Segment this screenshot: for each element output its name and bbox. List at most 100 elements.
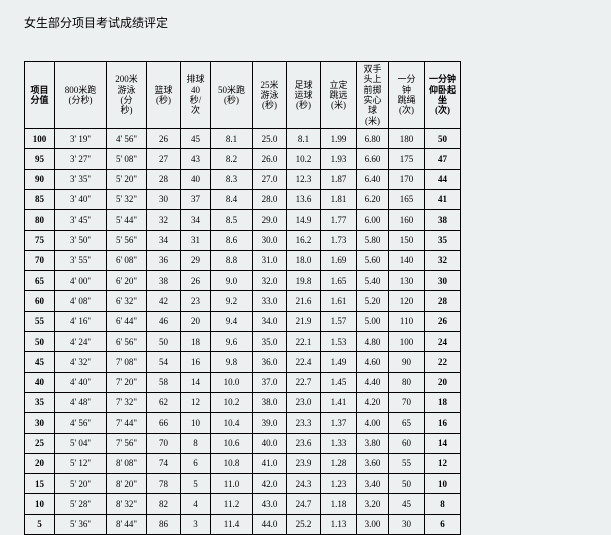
table-cell: 140: [389, 250, 425, 270]
table-cell: 8' 08": [107, 453, 147, 473]
table-cell: 22.1: [287, 332, 321, 352]
table-cell: 95: [25, 149, 55, 169]
table-cell: 5' 56": [107, 230, 147, 250]
score-table: 项目分值800米跑(分秒)200米游泳(分秒)篮球(秒)排球40秒/次50米跑(…: [24, 61, 461, 535]
table-cell: 4: [181, 494, 211, 514]
table-cell: 70: [389, 392, 425, 412]
table-cell: 43: [181, 149, 211, 169]
table-cell: 26: [425, 311, 461, 331]
table-row: 155' 20"8' 20"78511.042.024.31.233.40501…: [25, 474, 461, 494]
table-cell: 22.7: [287, 372, 321, 392]
table-cell: 7' 08": [107, 352, 147, 372]
table-cell: 1.53: [321, 332, 357, 352]
table-cell: 8.8: [211, 250, 253, 270]
table-cell: 10.8: [211, 453, 253, 473]
table-row: 304' 56"7' 44"661010.439.023.31.374.0065…: [25, 413, 461, 433]
table-cell: 21.6: [287, 291, 321, 311]
table-cell: 6' 08": [107, 250, 147, 270]
table-cell: 1.18: [321, 494, 357, 514]
table-cell: 14: [425, 433, 461, 453]
table-cell: 1.73: [321, 230, 357, 250]
col-header: 双手头上前掷实心球(米): [357, 62, 389, 129]
table-cell: 6' 56": [107, 332, 147, 352]
table-cell: 3' 19": [55, 129, 107, 149]
table-cell: 1.65: [321, 271, 357, 291]
table-cell: 8.3: [211, 169, 253, 189]
table-cell: 8' 20": [107, 474, 147, 494]
table-cell: 165: [389, 189, 425, 209]
table-cell: 4' 40": [55, 372, 107, 392]
table-cell: 36.0: [253, 352, 287, 372]
table-cell: 5' 08": [107, 149, 147, 169]
table-cell: 55: [389, 453, 425, 473]
table-cell: 4' 24": [55, 332, 107, 352]
table-cell: 8: [181, 433, 211, 453]
table-cell: 6' 44": [107, 311, 147, 331]
table-cell: 3' 27": [55, 149, 107, 169]
table-cell: 5' 36": [55, 514, 107, 534]
table-cell: 5' 04": [55, 433, 107, 453]
table-cell: 5' 28": [55, 494, 107, 514]
table-cell: 16: [181, 352, 211, 372]
table-cell: 9.0: [211, 271, 253, 291]
table-cell: 130: [389, 271, 425, 291]
table-cell: 6: [181, 453, 211, 473]
table-cell: 14: [181, 372, 211, 392]
table-cell: 44.0: [253, 514, 287, 534]
table-cell: 26.0: [253, 149, 287, 169]
table-cell: 18: [181, 332, 211, 352]
table-cell: 9.6: [211, 332, 253, 352]
table-cell: 8.1: [211, 129, 253, 149]
table-cell: 10: [425, 474, 461, 494]
table-cell: 1.99: [321, 129, 357, 149]
table-cell: 23.3: [287, 413, 321, 433]
table-cell: 38: [147, 271, 181, 291]
col-header: 足球运球(秒): [287, 62, 321, 129]
table-cell: 4.20: [357, 392, 389, 412]
table-row: 105' 28"8' 32"82411.243.024.71.183.20458: [25, 494, 461, 514]
table-cell: 39.0: [253, 413, 287, 433]
table-cell: 9.8: [211, 352, 253, 372]
table-cell: 10.0: [211, 372, 253, 392]
table-cell: 150: [389, 230, 425, 250]
table-cell: 7' 56": [107, 433, 147, 453]
table-cell: 58: [147, 372, 181, 392]
table-cell: 45: [389, 494, 425, 514]
table-cell: 46: [147, 311, 181, 331]
table-row: 654' 00"6' 20"38269.032.019.81.655.40130…: [25, 271, 461, 291]
table-cell: 28.0: [253, 189, 287, 209]
table-cell: 7' 20": [107, 372, 147, 392]
table-cell: 3: [181, 514, 211, 534]
table-cell: 40: [181, 169, 211, 189]
table-cell: 4.00: [357, 413, 389, 433]
table-cell: 3.80: [357, 433, 389, 453]
table-cell: 41: [425, 189, 461, 209]
table-cell: 5.80: [357, 230, 389, 250]
table-row: 255' 04"7' 56"70810.640.023.61.333.80601…: [25, 433, 461, 453]
table-cell: 20: [425, 372, 461, 392]
col-header: 篮球(秒): [147, 62, 181, 129]
table-cell: 6.20: [357, 189, 389, 209]
table-cell: 34: [147, 230, 181, 250]
table-cell: 80: [389, 372, 425, 392]
table-cell: 31.0: [253, 250, 287, 270]
table-cell: 40: [25, 372, 55, 392]
col-header: 25米游泳(秒): [253, 62, 287, 129]
table-cell: 55: [25, 311, 55, 331]
table-cell: 60: [25, 291, 55, 311]
table-cell: 24: [425, 332, 461, 352]
score-table-container: 项目分值800米跑(分秒)200米游泳(分秒)篮球(秒)排球40秒/次50米跑(…: [24, 61, 587, 535]
table-cell: 5.20: [357, 291, 389, 311]
table-cell: 14.9: [287, 210, 321, 230]
table-head: 项目分值800米跑(分秒)200米游泳(分秒)篮球(秒)排球40秒/次50米跑(…: [25, 62, 461, 129]
table-cell: 75: [25, 230, 55, 250]
col-header: 立定跳远(米): [321, 62, 357, 129]
table-cell: 38.0: [253, 392, 287, 412]
table-cell: 3' 50": [55, 230, 107, 250]
table-cell: 100: [389, 332, 425, 352]
table-cell: 35: [25, 392, 55, 412]
table-cell: 32: [147, 210, 181, 230]
table-cell: 85: [25, 189, 55, 209]
table-row: 454' 32"7' 08"54169.836.022.41.494.60902…: [25, 352, 461, 372]
col-header: 一分钟跳绳(次): [389, 62, 425, 129]
